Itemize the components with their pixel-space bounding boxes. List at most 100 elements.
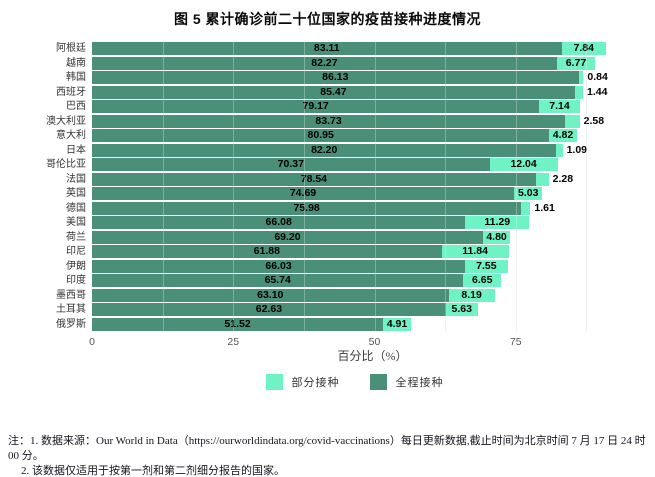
x-axis: 0 25 50 75 [89, 336, 653, 350]
bar-full-segment [92, 172, 536, 186]
bar-partial-segment [521, 201, 531, 215]
bar-full-segment [92, 114, 566, 128]
bar-partial-segment [448, 288, 495, 302]
bar-full-segment [92, 143, 557, 157]
bar-partial-segment [465, 259, 508, 273]
bar-partial-segment [565, 114, 580, 128]
bar-value-full: 82.20 [311, 143, 338, 156]
plot-area: 83.11 7.84 82.27 6.77 86.13 0.84 85.47 1.44 79.1… [92, 42, 653, 333]
bar-full-segment [92, 71, 579, 84]
grid-line [303, 42, 305, 331]
country-label: 意大利 [56, 130, 86, 141]
bar-value-full: 78.54 [300, 172, 328, 185]
legend-label: 全程接种 [395, 377, 444, 389]
bar-value-partial: 2.28 [552, 172, 574, 185]
bar-partial-segment [578, 71, 584, 84]
bar-partial-segment [383, 317, 411, 331]
bar-full-segment [92, 274, 464, 287]
bar-partial-segment [441, 245, 509, 258]
grid-line [374, 42, 376, 331]
bar-partial-segment [539, 100, 580, 113]
bar-full-segment [92, 201, 522, 215]
country-label: 巴西 [66, 101, 86, 112]
country-label: 英国 [66, 188, 86, 199]
country-label: 墨西哥 [56, 289, 86, 301]
grid-line [162, 42, 164, 331]
grid-line [445, 42, 447, 331]
country-label: 伊朗 [66, 260, 86, 272]
bar-value-partial: 6.77 [565, 56, 587, 69]
bar-value-partial: 7.55 [476, 259, 497, 272]
bar-value-partial: 11.29 [484, 216, 511, 228]
footnotes: 注：1. 数据来源：Our World in Data（https://ourw… [8, 434, 653, 477]
country-label: 俄罗斯 [56, 318, 86, 330]
bar-value-full: 65.74 [264, 274, 291, 286]
bar-partial-segment [489, 158, 558, 171]
country-label: 西班牙 [56, 86, 86, 98]
bar-value-partial: 1.44 [587, 85, 608, 98]
grid-line [374, 42, 376, 331]
country-label: 哥伦比亚 [46, 159, 86, 170]
bar-value-full: 79.17 [302, 100, 329, 112]
bar-value-partial: 1.61 [534, 201, 555, 214]
x-tick-label: 75 [509, 336, 522, 348]
bar-partial-segment [561, 42, 606, 55]
legend-swatch [369, 374, 387, 390]
bar-value-partial: 7.14 [549, 100, 570, 112]
footnote-line: 注：1. 数据来源：Our World in Data（https://ourw… [8, 435, 646, 462]
grid-line [303, 42, 305, 331]
bar-value-partial: 2.58 [583, 114, 605, 127]
legend-swatch [265, 374, 283, 390]
bar-full-segment [92, 85, 575, 99]
bar-value-partial: 4.91 [386, 317, 408, 330]
bar-value-full: 75.98 [293, 201, 320, 214]
grid-line [586, 42, 588, 331]
grid-line [162, 42, 164, 331]
x-tick-label: 50 [368, 336, 381, 348]
bar-partial-segment [513, 187, 543, 200]
bar-value-full: 63.10 [257, 288, 284, 301]
country-label: 荷兰 [66, 231, 86, 243]
bar-full-segment [92, 245, 442, 258]
country-label: 日本 [66, 144, 86, 156]
bar-full-segment [92, 230, 483, 244]
country-label: 土耳其 [56, 304, 86, 315]
bar-full-segment [92, 288, 449, 302]
bar-value-full: 86.13 [322, 71, 349, 83]
bar-value-partial: 5.63 [451, 303, 472, 315]
bar-full-segment [92, 56, 557, 70]
grid-line [515, 42, 517, 331]
bar-value-partial: 11.84 [462, 245, 488, 257]
country-label: 印度 [66, 275, 86, 286]
footnote-line: 2. 该数据仅适用于按第一剂和第二剂细分报告的国家。 [21, 465, 285, 477]
chart-title: 图 5 累计确诊前二十位国家的疫苗接种进度情况 [173, 11, 482, 27]
bar-full-segment [92, 187, 514, 200]
bar-full-segment [92, 216, 466, 229]
legend-item: 部分接种 [265, 374, 340, 390]
bar-value-partial: 6.65 [471, 274, 493, 286]
grid-line [233, 42, 235, 331]
country-label: 印尼 [66, 246, 86, 257]
bar-value-full: 82.27 [311, 56, 338, 69]
bar-value-full: 51.52 [224, 317, 251, 330]
bar-value-full: 61.88 [253, 245, 280, 257]
bar-value-partial: 1.09 [566, 143, 588, 156]
bar-value-partial: 4.82 [552, 129, 574, 141]
bar-partial-segment [549, 129, 577, 142]
legend: 部分接种 全程接种 [27, 374, 655, 390]
bar-value-full: 83.11 [313, 42, 340, 54]
country-label: 德国 [66, 202, 86, 214]
bar-full-segment [92, 100, 540, 113]
bar-value-full: 83.73 [315, 114, 342, 127]
country-label: 越南 [66, 57, 86, 69]
bar-partial-segment [535, 172, 549, 186]
x-tick-label: 0 [89, 336, 95, 348]
bar-value-partial: 7.84 [573, 42, 594, 54]
bar-full-segment [92, 129, 550, 142]
country-label: 美国 [66, 217, 86, 228]
bar-value-partial: 8.19 [461, 288, 482, 301]
country-label: 法国 [66, 173, 86, 185]
bar-value-full: 66.08 [265, 216, 292, 228]
bar-value-full: 66.03 [265, 259, 292, 272]
